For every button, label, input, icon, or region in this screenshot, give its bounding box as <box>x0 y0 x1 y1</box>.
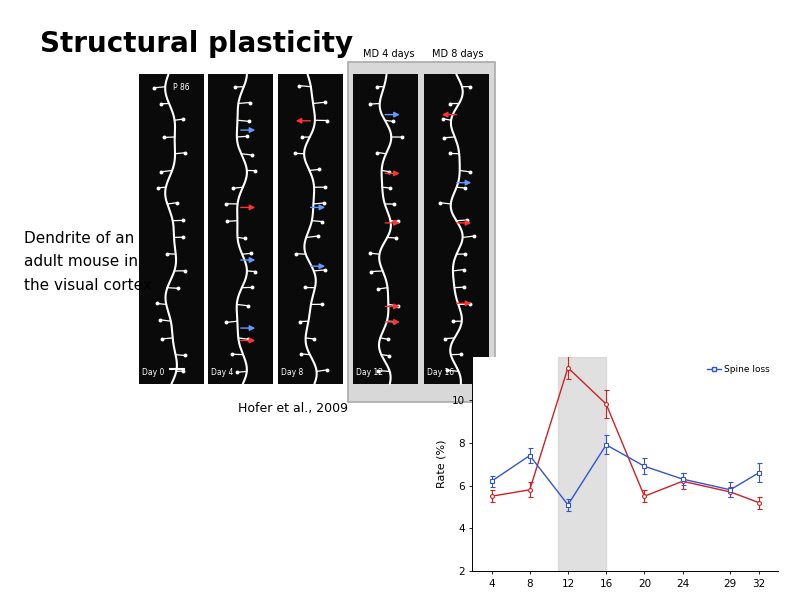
Bar <box>353 74 418 384</box>
Text: Day 16: Day 16 <box>427 368 454 377</box>
Bar <box>558 357 606 571</box>
Y-axis label: Rate (%): Rate (%) <box>436 440 446 488</box>
Text: Structural plasticity: Structural plasticity <box>40 30 353 58</box>
Bar <box>139 74 204 384</box>
Text: Day 8: Day 8 <box>281 368 303 377</box>
Legend: Spine loss: Spine loss <box>703 362 773 378</box>
Text: Day 0: Day 0 <box>142 368 164 377</box>
Text: MD 8 days: MD 8 days <box>433 49 484 58</box>
Bar <box>278 74 343 384</box>
Text: P 86: P 86 <box>173 83 190 92</box>
X-axis label: Time (d): Time (d) <box>602 594 649 595</box>
Bar <box>208 74 273 384</box>
Text: Day 12: Day 12 <box>356 368 383 377</box>
Text: Dendrite of an
adult mouse in
the visual cortex: Dendrite of an adult mouse in the visual… <box>24 231 152 293</box>
Text: Day 4: Day 4 <box>211 368 233 377</box>
Bar <box>424 74 489 384</box>
Text: Hofer et al., 2009: Hofer et al., 2009 <box>238 402 349 415</box>
Bar <box>348 62 495 402</box>
Text: MD 4 days: MD 4 days <box>363 49 414 58</box>
